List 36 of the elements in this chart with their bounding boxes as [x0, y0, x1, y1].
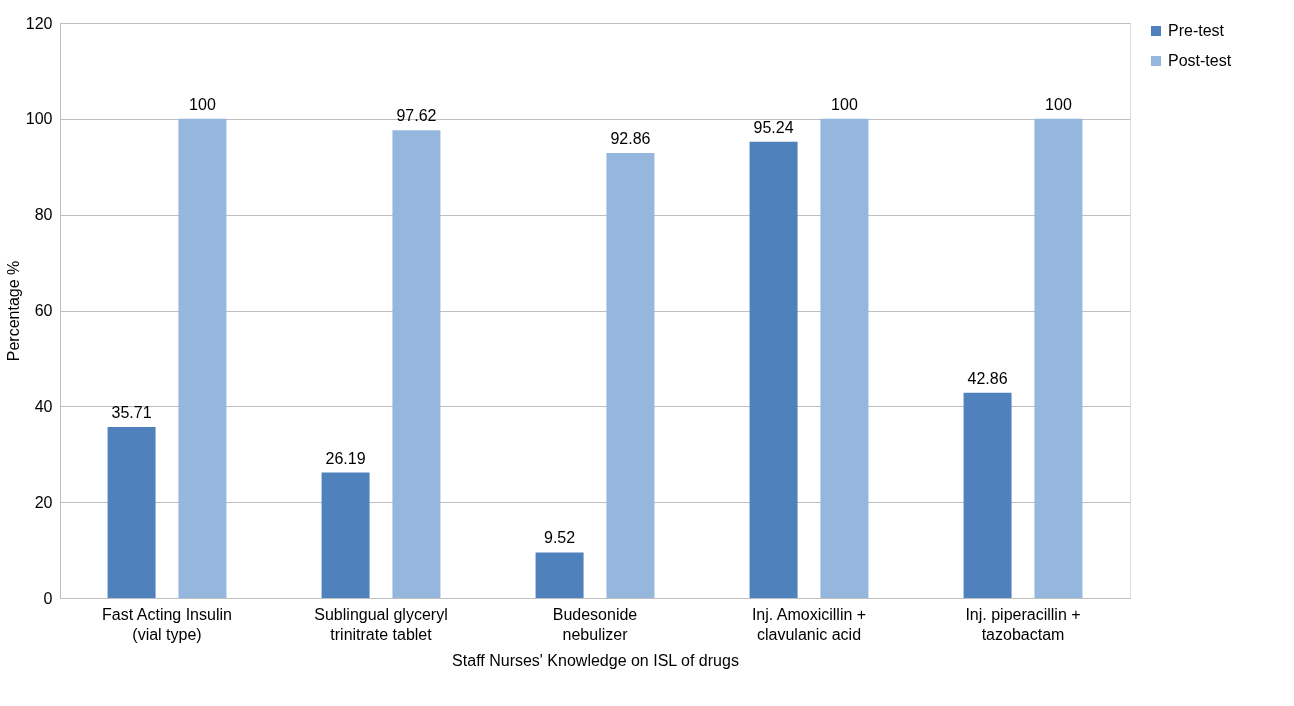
data-label: 95.24 — [753, 118, 794, 136]
x-tick-label: Fast Acting Insulin (vial type) — [102, 605, 232, 643]
y-tick-label: 80 — [34, 206, 53, 224]
legend-label: Pre-test — [1168, 22, 1225, 39]
y-tick-label: 120 — [25, 14, 53, 32]
x-tick-label: Budesonide nebulizer — [552, 605, 638, 643]
bar — [321, 472, 370, 598]
data-label: 35.71 — [111, 403, 152, 421]
data-label: 100 — [1045, 95, 1072, 113]
y-axis-title: Percentage % — [4, 260, 22, 362]
data-label: 26.19 — [325, 449, 366, 467]
legend-label: Post-test — [1168, 52, 1232, 69]
bar — [1034, 118, 1083, 598]
x-tick-label: Inj. piperacillin + tazobactam — [965, 605, 1081, 643]
data-label: 100 — [831, 95, 858, 113]
y-tick-label: 60 — [34, 302, 53, 319]
bar — [178, 118, 227, 598]
data-label: 100 — [189, 95, 216, 113]
bar — [749, 141, 798, 598]
data-label: 92.86 — [610, 130, 651, 148]
y-tick-label: 100 — [25, 110, 53, 128]
bar — [107, 426, 156, 598]
data-label: 9.52 — [544, 529, 576, 547]
bar — [606, 153, 655, 598]
data-label: 42.86 — [967, 369, 1008, 387]
y-tick-label: 0 — [43, 589, 53, 607]
x-tick-label: Sublingual glyceryl trinitrate tablet — [314, 605, 448, 643]
x-axis-title: Staff Nurses' Knowledge on ISL of drugs — [452, 651, 739, 669]
bar — [392, 130, 441, 598]
bar — [820, 118, 869, 598]
y-tick-label: 20 — [34, 493, 53, 511]
bar — [963, 392, 1012, 598]
y-tick-label: 40 — [34, 397, 53, 415]
data-label: 97.62 — [396, 107, 437, 125]
bar — [535, 552, 584, 598]
x-tick-label: Inj. Amoxicillin + clavulanic acid — [751, 605, 867, 643]
